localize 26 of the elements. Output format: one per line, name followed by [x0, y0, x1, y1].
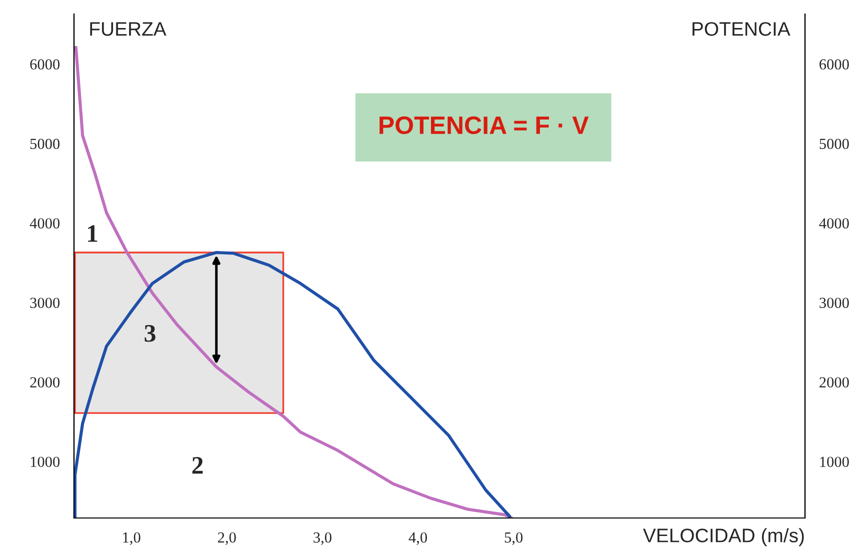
y2-axis-title: POTENCIA — [692, 22, 790, 36]
y2-tick-label: 6000 — [820, 59, 849, 70]
y-tick-label: 2000 — [30, 377, 60, 388]
y2-tick-label: 2000 — [820, 377, 849, 388]
x-axis-title: VELOCIDAD (m/s) — [643, 528, 804, 546]
y-tick-label: 4000 — [30, 218, 60, 229]
x-tick-label: 1,0 — [123, 532, 140, 545]
x-tick-label: 2,0 — [218, 532, 236, 545]
x-tick-label: 5,0 — [504, 532, 523, 545]
y2-tick-label: 4000 — [819, 218, 849, 229]
line-series — [74, 46, 514, 518]
annotation: POTENCIA = F · V — [380, 116, 589, 134]
y-tick-label: 5000 — [30, 138, 60, 150]
y-tick-label: 1000 — [30, 456, 60, 468]
y2-tick-label: 5000 — [820, 138, 849, 150]
x-tick-label: 4,0 — [408, 532, 427, 545]
y-tick-label: 3000 — [30, 298, 60, 308]
x-tick-label: 3,0 — [314, 532, 332, 545]
line-series — [74, 250, 512, 518]
annotation: 1 — [88, 225, 98, 242]
annotation: 2 — [192, 457, 203, 474]
y2-tick-label: 1000 — [820, 456, 849, 468]
y-tick-label: 6000 — [30, 59, 60, 70]
y2-tick-label: 3000 — [820, 298, 849, 308]
annotation: 3 — [144, 325, 156, 342]
y-axis-title: FUERZA — [90, 22, 166, 36]
